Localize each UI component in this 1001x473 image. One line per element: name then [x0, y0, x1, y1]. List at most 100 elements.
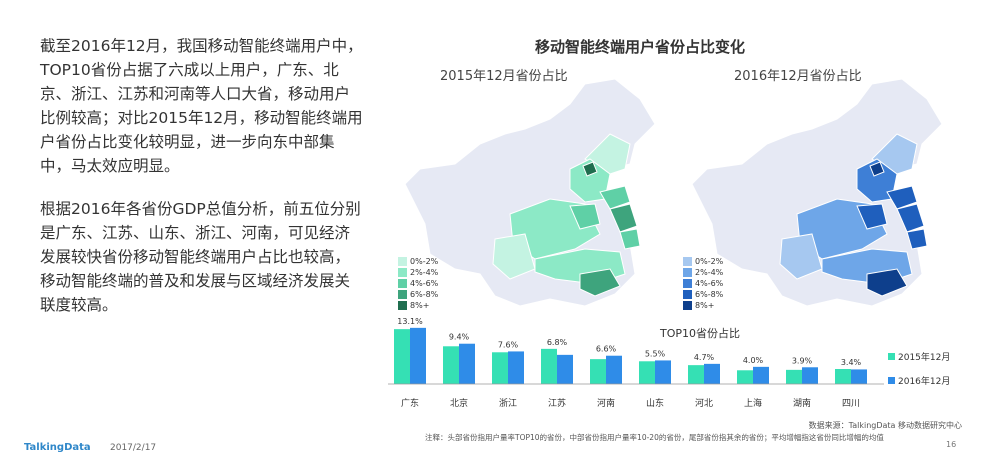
bar-2015-3: [541, 348, 557, 384]
bar-2016-9: [851, 369, 867, 384]
legend-swatch: [888, 377, 895, 384]
legend-row: 8%+: [683, 300, 723, 311]
legend-swatch: [683, 279, 692, 288]
category-label: 上海: [744, 397, 762, 409]
bar-2016-1: [459, 343, 475, 384]
bar-2016-0: [410, 327, 426, 384]
category-label: 广东: [401, 397, 419, 409]
paragraph-1: 截至2016年12月，我国移动智能终端用户中，TOP10省份占据了六成以上用户，…: [40, 37, 363, 175]
legend-label: 2%-4%: [695, 268, 724, 277]
legend-swatch: [398, 279, 407, 288]
category-label: 四川: [842, 399, 860, 409]
category-label: 浙江: [499, 397, 517, 409]
bar-2015-2: [492, 352, 508, 384]
map-2015-beijing: [582, 161, 598, 177]
legend-row: 2%-4%: [398, 267, 438, 278]
category-label: 河北: [695, 397, 713, 409]
bar-2016-6: [704, 363, 720, 384]
bar-chart-title: TOP10省份占比: [659, 326, 740, 340]
data-label: 3.4%: [841, 358, 862, 367]
data-label: 4.7%: [694, 353, 715, 362]
legend-swatch: [398, 268, 407, 277]
legend-label: 8%+: [695, 301, 715, 310]
legend-label: 6%-8%: [695, 290, 724, 299]
bar-2016-7: [753, 366, 769, 384]
legend-label: 4%-6%: [410, 279, 439, 288]
legend-label: 2015年12月: [898, 351, 950, 363]
legend-row: 4%-6%: [683, 278, 723, 289]
bar-2015-9: [835, 369, 851, 384]
map-2016-henan: [856, 203, 888, 230]
map-2016-shandong: [886, 185, 918, 210]
legend-swatch: [398, 257, 407, 266]
data-label: 3.9%: [792, 356, 813, 365]
legend-row: 6%-8%: [398, 289, 438, 300]
data-label: 6.6%: [596, 345, 617, 354]
top10-bar-chart: TOP10省份占比 13.1% 广东 9.4% 北京 7.6% 浙江 6.8% 江苏 6.6% 河南…: [388, 318, 950, 409]
bar-2015-1: [443, 346, 459, 384]
data-label: 4.0%: [743, 356, 764, 365]
legend-label: 2%-4%: [410, 268, 439, 277]
bar-2016-5: [655, 360, 671, 384]
map-2015-jiangsu: [609, 203, 638, 233]
bar-2015-7: [737, 370, 753, 384]
legend-swatch: [683, 290, 692, 299]
bar-2016-8: [802, 367, 818, 384]
category-label: 北京: [450, 397, 468, 409]
map-2015-title: 2015年12月省份占比: [440, 69, 568, 84]
bar-2016-4: [606, 355, 622, 384]
legend-swatch: [398, 290, 407, 299]
data-label: 13.1%: [397, 318, 423, 326]
legend-row: 0%-2%: [683, 256, 723, 267]
data-source: 数据来源：TalkingData 移动数据研究中心: [808, 421, 962, 430]
legend-swatch: [683, 268, 692, 277]
category-label: 河南: [597, 397, 615, 409]
bar-2015-8: [786, 369, 802, 384]
data-label: 6.8%: [547, 338, 568, 347]
category-label: 湖南: [793, 397, 811, 409]
bar-2015-5: [639, 361, 655, 384]
legend-label: 6%-8%: [410, 290, 439, 299]
data-label: 5.5%: [645, 349, 666, 358]
bar-2015-4: [590, 359, 606, 384]
map-2015-henan: [569, 203, 601, 230]
map-2016-zhejiang: [906, 228, 928, 250]
china-map-2015: [404, 78, 656, 307]
legend-row: 6%-8%: [683, 289, 723, 300]
footer-date: 2017/2/17: [110, 443, 157, 453]
legend-swatch: [888, 353, 895, 360]
legend-label: 2016年12月: [898, 375, 950, 387]
china-map-2016: [691, 78, 943, 307]
map-2015-guangdong: [579, 268, 621, 297]
data-label: 7.6%: [498, 340, 519, 349]
footnote: 注释：头部省份指用户量率TOP10的省份，中部省份指用户量率10-20的省份，尾…: [425, 433, 884, 442]
legend-swatch: [398, 301, 407, 310]
category-label: 江苏: [548, 397, 566, 409]
map-2015-shandong: [599, 185, 631, 210]
legend-label: 0%-2%: [695, 257, 724, 266]
data-label: 9.4%: [449, 333, 470, 342]
legend-swatch: [683, 257, 692, 266]
legend-row: 0%-2%: [398, 256, 438, 267]
page-number: 16: [946, 440, 957, 449]
map-2015-sichuan: [492, 233, 536, 280]
legend-row: 8%+: [398, 300, 438, 311]
bar-2016-3: [557, 354, 573, 384]
map-2016-jiangsu: [896, 203, 925, 233]
chart-title: 移动智能终端用户省份占比变化: [534, 38, 745, 56]
talkingdata-logo: TalkingData: [24, 442, 91, 453]
map-2016-guangdong: [866, 268, 908, 297]
paragraph-2: 根据2016年各省份GDP总值分析，前五位分别是广东、江苏、山东、浙江、河南，可…: [40, 200, 361, 314]
description-text: 截至2016年12月，我国移动智能终端用户中，TOP10省份占据了六成以上用户，…: [40, 34, 365, 336]
legend-swatch: [683, 301, 692, 310]
map-2016-beijing: [869, 161, 885, 177]
legend-label: 0%-2%: [410, 257, 439, 266]
map-2016-title: 2016年12月省份占比: [734, 69, 862, 84]
legend-label: 8%+: [410, 301, 430, 310]
legend-row: 2%-4%: [683, 267, 723, 278]
map-2016-legend: 0%-2% 2%-4% 4%-6% 6%-8% 8%+: [683, 256, 723, 311]
map-2016-sichuan: [779, 233, 823, 280]
legend-row: 4%-6%: [398, 278, 438, 289]
bar-2016-2: [508, 351, 524, 384]
bar-2015-6: [688, 365, 704, 384]
